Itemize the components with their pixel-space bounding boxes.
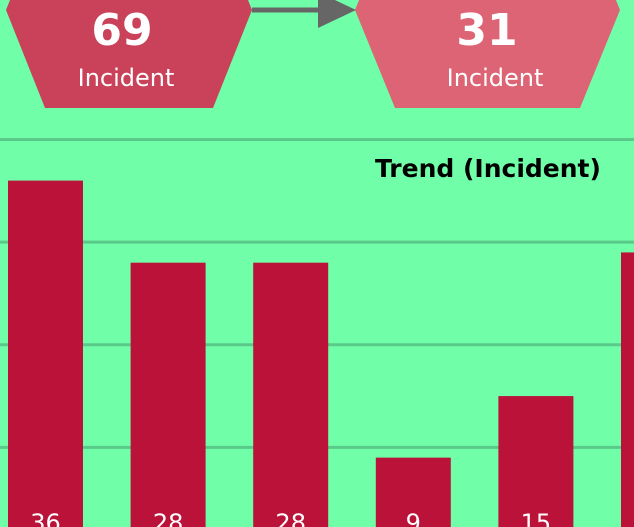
value-label: 36 xyxy=(30,509,61,527)
kpi-label: Incident xyxy=(447,64,544,92)
kpi-hexagon xyxy=(355,0,620,108)
kpi-value: 31 xyxy=(456,5,517,56)
bar xyxy=(621,252,634,527)
value-label: 9 xyxy=(406,509,421,527)
kpi-hexagon xyxy=(6,0,252,108)
value-label: 28 xyxy=(275,509,306,527)
value-label: 15 xyxy=(521,509,552,527)
kpi-label: Incident xyxy=(78,64,175,92)
bar xyxy=(8,180,83,527)
bar xyxy=(375,457,451,527)
bar xyxy=(498,396,574,527)
value-label: 28 xyxy=(153,509,184,527)
chart-title: Trend (Incident) xyxy=(375,154,601,183)
bar xyxy=(130,262,206,527)
arrow-head xyxy=(318,0,356,28)
kpi-value: 69 xyxy=(91,5,152,56)
bar xyxy=(253,262,329,527)
